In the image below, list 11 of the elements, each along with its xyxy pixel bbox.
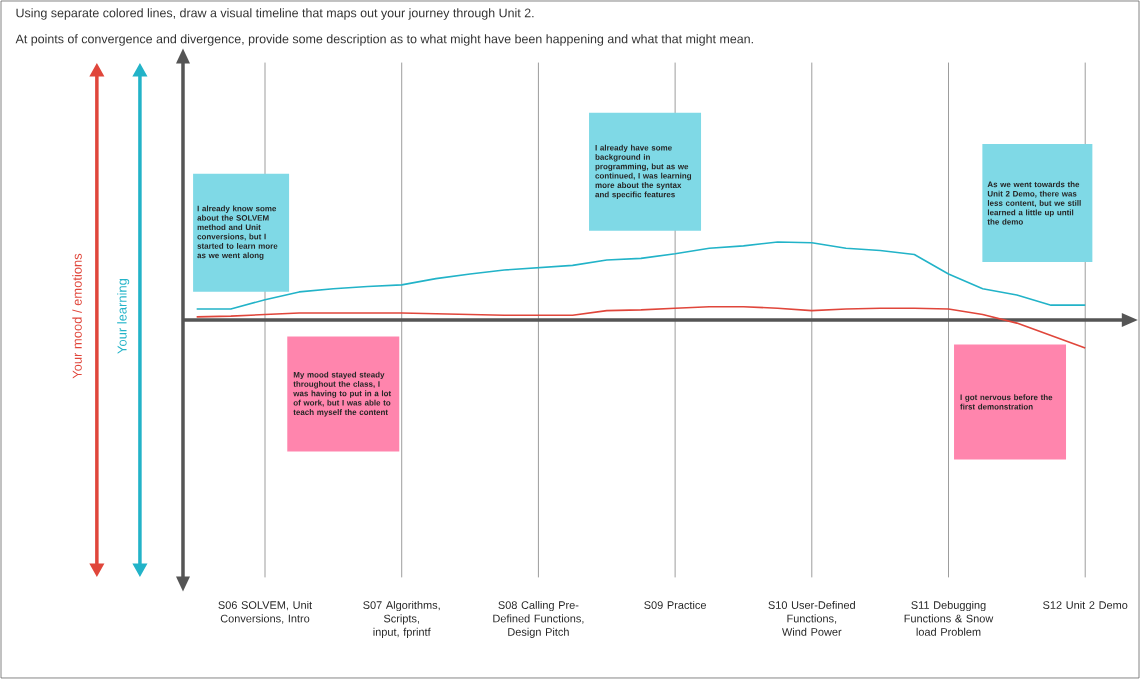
x-tick-label: S06 SOLVEM, Unit Conversions, Intro (218, 600, 313, 624)
chart-title: Using separate colored lines, draw a visual timeline that maps out your journey through Unit 2. (16, 8, 534, 20)
text: Your mood / emotions (72, 253, 82, 379)
x-tick-label: S08 Calling Pre-Defined Functions, Design Pitch (493, 600, 584, 639)
x-tick-label: S11 Debugging Functions & Snow load Problem (904, 600, 994, 636)
x-tick-label: S09 Practice (644, 600, 706, 609)
text: Your learning (117, 279, 130, 354)
chart-subtitle: At points of convergence and divergence, provide some description as to what might have been happening and what that might mean. (15, 34, 753, 46)
x-tick-label: S07 Algorithms, Scripts, input, fprintf (363, 600, 440, 639)
x-tick-label: S12 Unit 2 Demo (1043, 600, 1128, 609)
x-tick-label: S10 User-Defined Functions, Wind Power (768, 600, 855, 636)
